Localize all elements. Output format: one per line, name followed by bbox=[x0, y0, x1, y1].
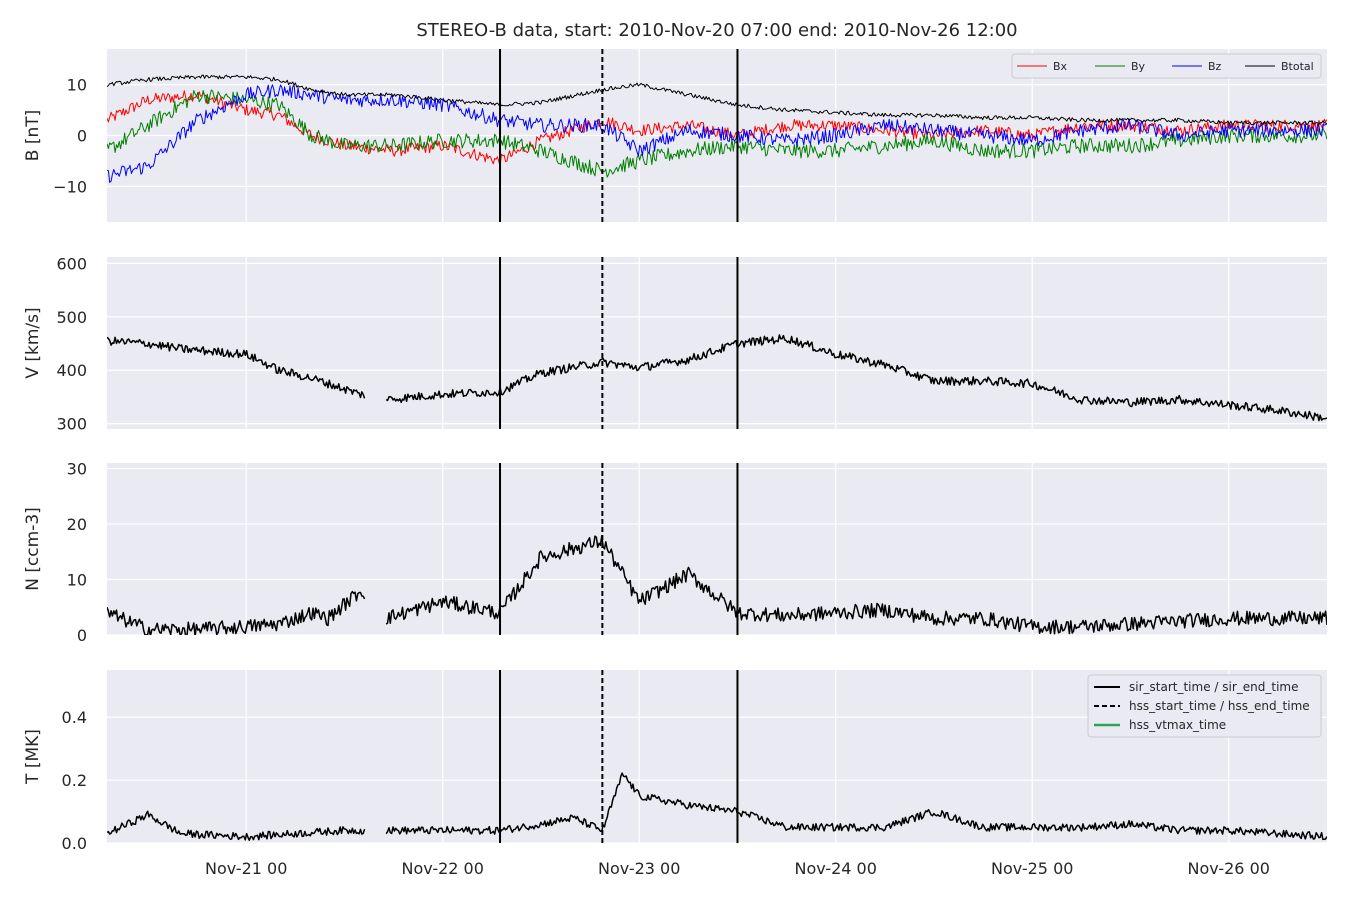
y-axis-label: V [km/s] bbox=[23, 307, 43, 378]
series-line-by bbox=[107, 89, 1327, 178]
y-tick-label: 0 bbox=[77, 626, 87, 645]
series-group bbox=[107, 534, 1327, 635]
legend-box bbox=[1087, 674, 1322, 738]
y-tick-label: 300 bbox=[56, 415, 87, 434]
series-line-panel4 bbox=[107, 772, 1327, 841]
legend-label: Btotal bbox=[1281, 60, 1314, 73]
plot-area bbox=[107, 463, 1327, 635]
series-line-panel2 bbox=[107, 334, 1327, 422]
y-tick-label: 400 bbox=[56, 361, 87, 380]
y-tick-label: 0.4 bbox=[62, 708, 87, 727]
x-tick-label: Nov-21 00 bbox=[205, 859, 287, 878]
x-tick-label: Nov-23 00 bbox=[598, 859, 680, 878]
y-axis-label: T [MK] bbox=[23, 729, 43, 785]
y-tick-label: 10 bbox=[67, 571, 87, 590]
panel-1: 10 0 −10 B [nT] Bx By Bz Btotal bbox=[23, 49, 1327, 222]
series-group bbox=[107, 74, 1327, 183]
y-tick-label: 30 bbox=[67, 460, 87, 479]
series-line-bz bbox=[107, 84, 1327, 183]
panel-2: 600 500 400 300 V [km/s] bbox=[23, 254, 1327, 434]
plot-area bbox=[107, 257, 1327, 429]
legend-label: By bbox=[1131, 60, 1146, 73]
y-tick-label: 10 bbox=[67, 76, 87, 95]
panel-4: 0.4 0.2 0.0 T [MK] sir_start_time / sir_end_… bbox=[23, 670, 1327, 853]
chart-title: STEREO-B data, start: 2010-Nov-20 07:00 … bbox=[416, 20, 1017, 41]
y-tick-label: 0.2 bbox=[62, 771, 87, 790]
y-axis-label: N [ccm-3] bbox=[23, 507, 43, 591]
y-tick-label: −10 bbox=[53, 177, 87, 196]
x-tick-label: Nov-22 00 bbox=[402, 859, 484, 878]
legend-b: Bx By Bz Btotal bbox=[1011, 53, 1322, 79]
y-axis-label: B [nT] bbox=[23, 110, 43, 162]
x-axis: Nov-21 00 Nov-22 00 Nov-23 00 Nov-24 00 Nov-… bbox=[205, 859, 1270, 878]
legend-label: Bz bbox=[1208, 60, 1222, 73]
legend-label: hss_vtmax_time bbox=[1129, 718, 1226, 732]
series-group bbox=[107, 772, 1327, 841]
legend-label: sir_start_time / sir_end_time bbox=[1129, 680, 1299, 694]
legend-label: hss_start_time / hss_end_time bbox=[1129, 699, 1310, 713]
legend-box bbox=[1011, 53, 1322, 79]
x-tick-label: Nov-26 00 bbox=[1188, 859, 1270, 878]
legend-label: Bx bbox=[1053, 60, 1068, 73]
y-tick-label: 20 bbox=[67, 515, 87, 534]
series-line-bx bbox=[107, 90, 1327, 167]
series-line-panel3 bbox=[107, 534, 1327, 635]
series-group bbox=[107, 334, 1327, 422]
y-tick-label: 0 bbox=[77, 127, 87, 146]
y-tick-label: 600 bbox=[56, 254, 87, 273]
legend-events: sir_start_time / sir_end_time hss_start_t… bbox=[1087, 674, 1322, 738]
panel-3: 30 20 10 0 N [ccm-3] bbox=[23, 460, 1327, 645]
x-tick-label: Nov-24 00 bbox=[795, 859, 877, 878]
x-tick-label: Nov-25 00 bbox=[991, 859, 1073, 878]
series-line-btotal bbox=[107, 74, 1327, 126]
y-tick-label: 500 bbox=[56, 308, 87, 327]
y-tick-label: 0.0 bbox=[62, 834, 87, 853]
